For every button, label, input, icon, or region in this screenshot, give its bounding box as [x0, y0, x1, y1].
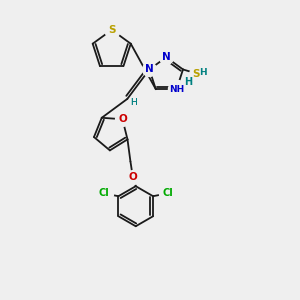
Text: H: H [130, 98, 137, 107]
Text: H: H [199, 68, 207, 77]
Text: O: O [118, 114, 127, 124]
Text: N: N [162, 52, 171, 62]
Text: Cl: Cl [98, 188, 109, 198]
Text: H: H [184, 77, 192, 87]
Text: Cl: Cl [162, 188, 173, 198]
Text: NH: NH [169, 85, 184, 94]
Text: N: N [145, 64, 154, 74]
Text: S: S [193, 69, 200, 79]
Text: H: H [130, 98, 137, 107]
Text: O: O [128, 172, 137, 182]
Text: S: S [108, 25, 116, 35]
